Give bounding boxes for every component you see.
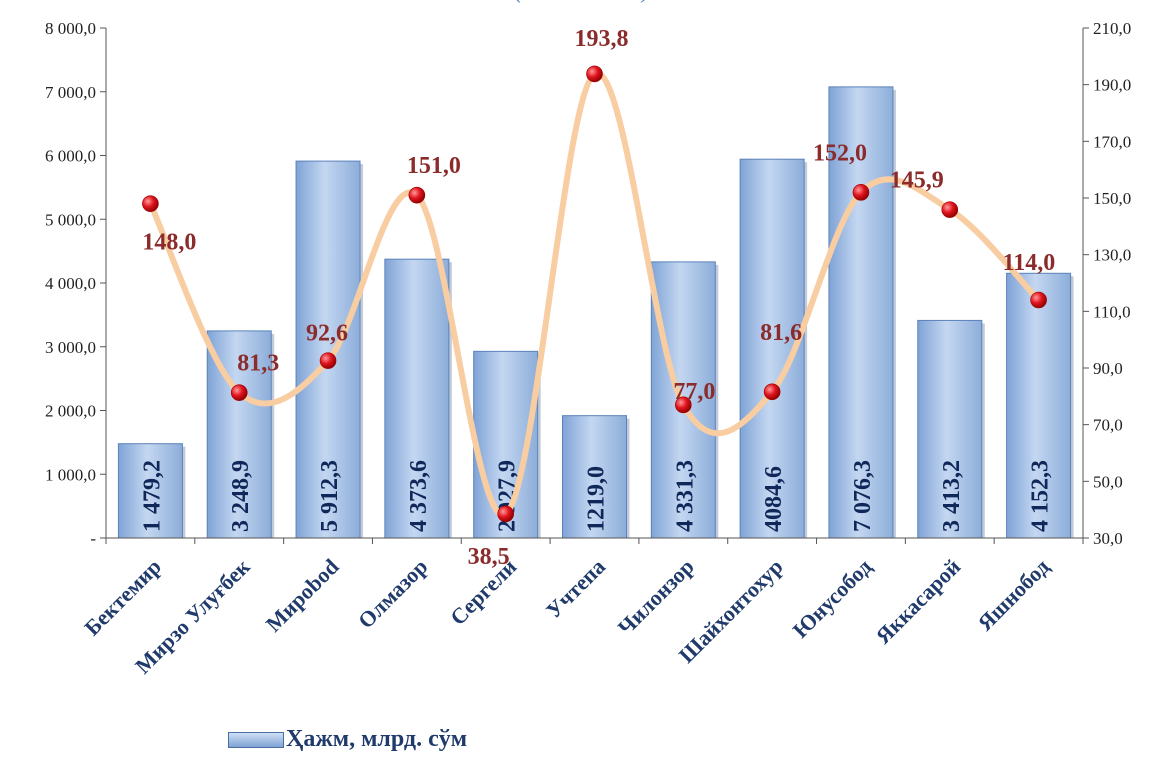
bar-value-label: 1219,0 (584, 466, 610, 532)
bar (117, 443, 183, 539)
y-left-tick-label: 4 000,0 (45, 274, 96, 293)
y-left-tick-label: 3 000,0 (45, 338, 96, 357)
y-right-tick-label: 190,0 (1093, 76, 1131, 95)
category-label: Яшнобод (973, 554, 1055, 636)
line-value-label: 81,3 (237, 351, 279, 377)
bar-value-label: 5 912,3 (317, 460, 343, 532)
line-point (941, 201, 959, 218)
line-value-label: 151,0 (407, 153, 461, 179)
line-point (1030, 291, 1047, 309)
bar-value-label: 4084,6 (761, 466, 787, 532)
y-right-tick-label: 210,0 (1093, 19, 1131, 38)
y-left-tick-label: 1 000,0 (45, 465, 96, 484)
y-right-tick-label: 130,0 (1093, 246, 1131, 265)
y-left-tick-label: 7 000,0 (45, 83, 96, 102)
bar-value-label: 4 152,3 (1028, 460, 1054, 532)
bar-value-label: 1 479,2 (139, 460, 165, 532)
y-left-tick-label: - (90, 529, 96, 548)
bar-value-label: 3 413,2 (939, 460, 965, 532)
line-point (852, 184, 870, 201)
bar (562, 415, 627, 539)
y-left-tick-label: 8 000,0 (45, 19, 96, 38)
line-point (319, 352, 337, 369)
legend: Ҳажм, млрд. сўм (228, 726, 467, 753)
bar (384, 258, 450, 539)
line-value-label: 145,9 (890, 168, 944, 194)
bar (1006, 272, 1072, 539)
bar-value-label: 3 248,9 (228, 460, 254, 532)
category-label: Яккасарой (871, 554, 966, 649)
line-point (675, 396, 692, 414)
y-left-tick-label: 6 000,0 (45, 147, 96, 166)
y-right-tick-label: 150,0 (1093, 189, 1131, 208)
bar (828, 86, 894, 539)
line-point (586, 65, 603, 83)
chart-title: (… … … … …) (515, 0, 649, 3)
line-value-label: 152,0 (813, 140, 867, 166)
y-right-tick-label: 30,0 (1093, 529, 1123, 548)
line-value-label: 114,0 (1003, 250, 1056, 276)
y-right-tick-label: 50,0 (1093, 472, 1123, 491)
y-left-tick-label: 5 000,0 (45, 210, 96, 229)
line-value-label: 92,6 (306, 321, 348, 347)
line-point (408, 186, 426, 204)
category-label: Бектемир (79, 554, 166, 641)
bar-value-label: 4 373,6 (406, 460, 432, 532)
line-point (497, 505, 514, 523)
legend-bar-swatch (228, 731, 284, 748)
line-value-label: 77,0 (673, 379, 715, 405)
line-value-label: 193,8 (575, 26, 629, 52)
category-label: Чилонзор (613, 554, 699, 640)
category-label: Олмазор (353, 554, 432, 633)
bar-value-label: 7 076,3 (850, 460, 876, 532)
line-value-label: 38,5 (468, 544, 510, 570)
y-right-tick-label: 170,0 (1093, 132, 1131, 151)
line-value-label: 81,6 (760, 320, 802, 346)
bar (917, 319, 983, 539)
y-right-tick-label: 70,0 (1093, 416, 1123, 435)
legend-label: Ҳажм, млрд. сўм (286, 726, 468, 752)
category-label: Мирobod (261, 554, 344, 637)
category-label: Юнусобод (788, 554, 877, 643)
line-point (763, 383, 781, 401)
bar-value-label: 4 331,3 (672, 460, 698, 532)
category-label: Учтепа (541, 554, 610, 623)
bar (206, 330, 272, 539)
line-point (230, 384, 248, 401)
y-right-tick-label: 90,0 (1093, 359, 1123, 378)
y-right-tick-label: 110,0 (1093, 302, 1131, 321)
y-left-tick-label: 2 000,0 (45, 402, 96, 421)
line-value-label: 148,0 (142, 230, 196, 256)
line-point (142, 195, 159, 212)
